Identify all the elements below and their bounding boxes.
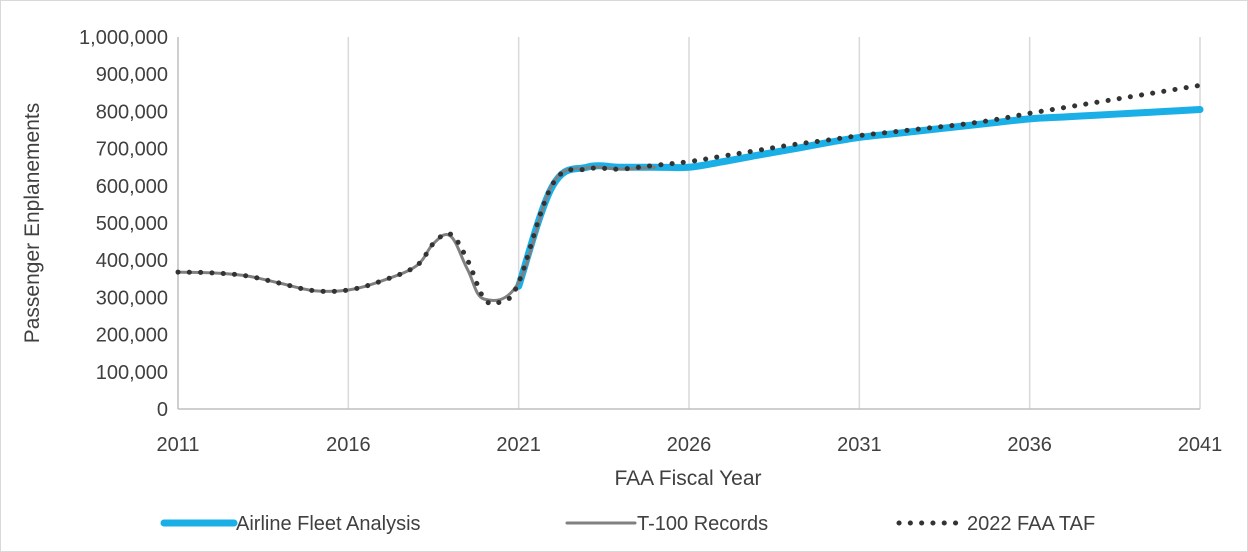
y-tick-label: 300,000 [96,287,168,309]
y-tick-label: 1,000,000 [79,27,168,49]
x-tick-label: 2031 [837,434,882,456]
legend-label-1: Airline Fleet Analysis [236,513,421,535]
y-tick-label: 0 [157,399,168,421]
series-line-1 [515,106,1204,290]
series-lines [175,82,1204,307]
y-axis-title: Passenger Enplanements [21,103,44,344]
y-tick-label: 500,000 [96,213,168,235]
x-tick-label: 2041 [1178,434,1223,456]
y-tick-labels: 0 100,000 200,000 300,000 400,000 500,000 600,… [79,27,168,421]
grid-lines [347,37,1201,409]
series-line-3 [175,82,1203,307]
y-tick-label: 200,000 [96,325,168,347]
legend-label-2: T-100 Records [637,513,768,535]
y-tick-label: 400,000 [96,250,168,272]
x-axis-title: FAA Fiscal Year [614,467,761,490]
y-tick-label: 900,000 [96,64,168,86]
x-tick-labels: 2011 2016 2021 2026 2031 2036 2041 [156,434,1222,456]
legend: Airline Fleet Analysis T-100 Records 2022 … [160,513,1095,535]
y-tick-label: 100,000 [96,362,168,384]
legend-label-3: 2022 FAA TAF [967,513,1095,535]
x-tick-label: 2021 [496,434,541,456]
y-tick-label: 800,000 [96,101,168,123]
axes [177,37,1200,410]
x-tick-label: 2026 [667,434,712,456]
x-tick-label: 2036 [1007,434,1052,456]
y-tick-label: 700,000 [96,139,168,161]
x-tick-label: 2016 [326,434,371,456]
y-tick-label: 600,000 [96,176,168,198]
series-line-2 [176,165,657,303]
x-tick-label: 2011 [156,434,199,456]
